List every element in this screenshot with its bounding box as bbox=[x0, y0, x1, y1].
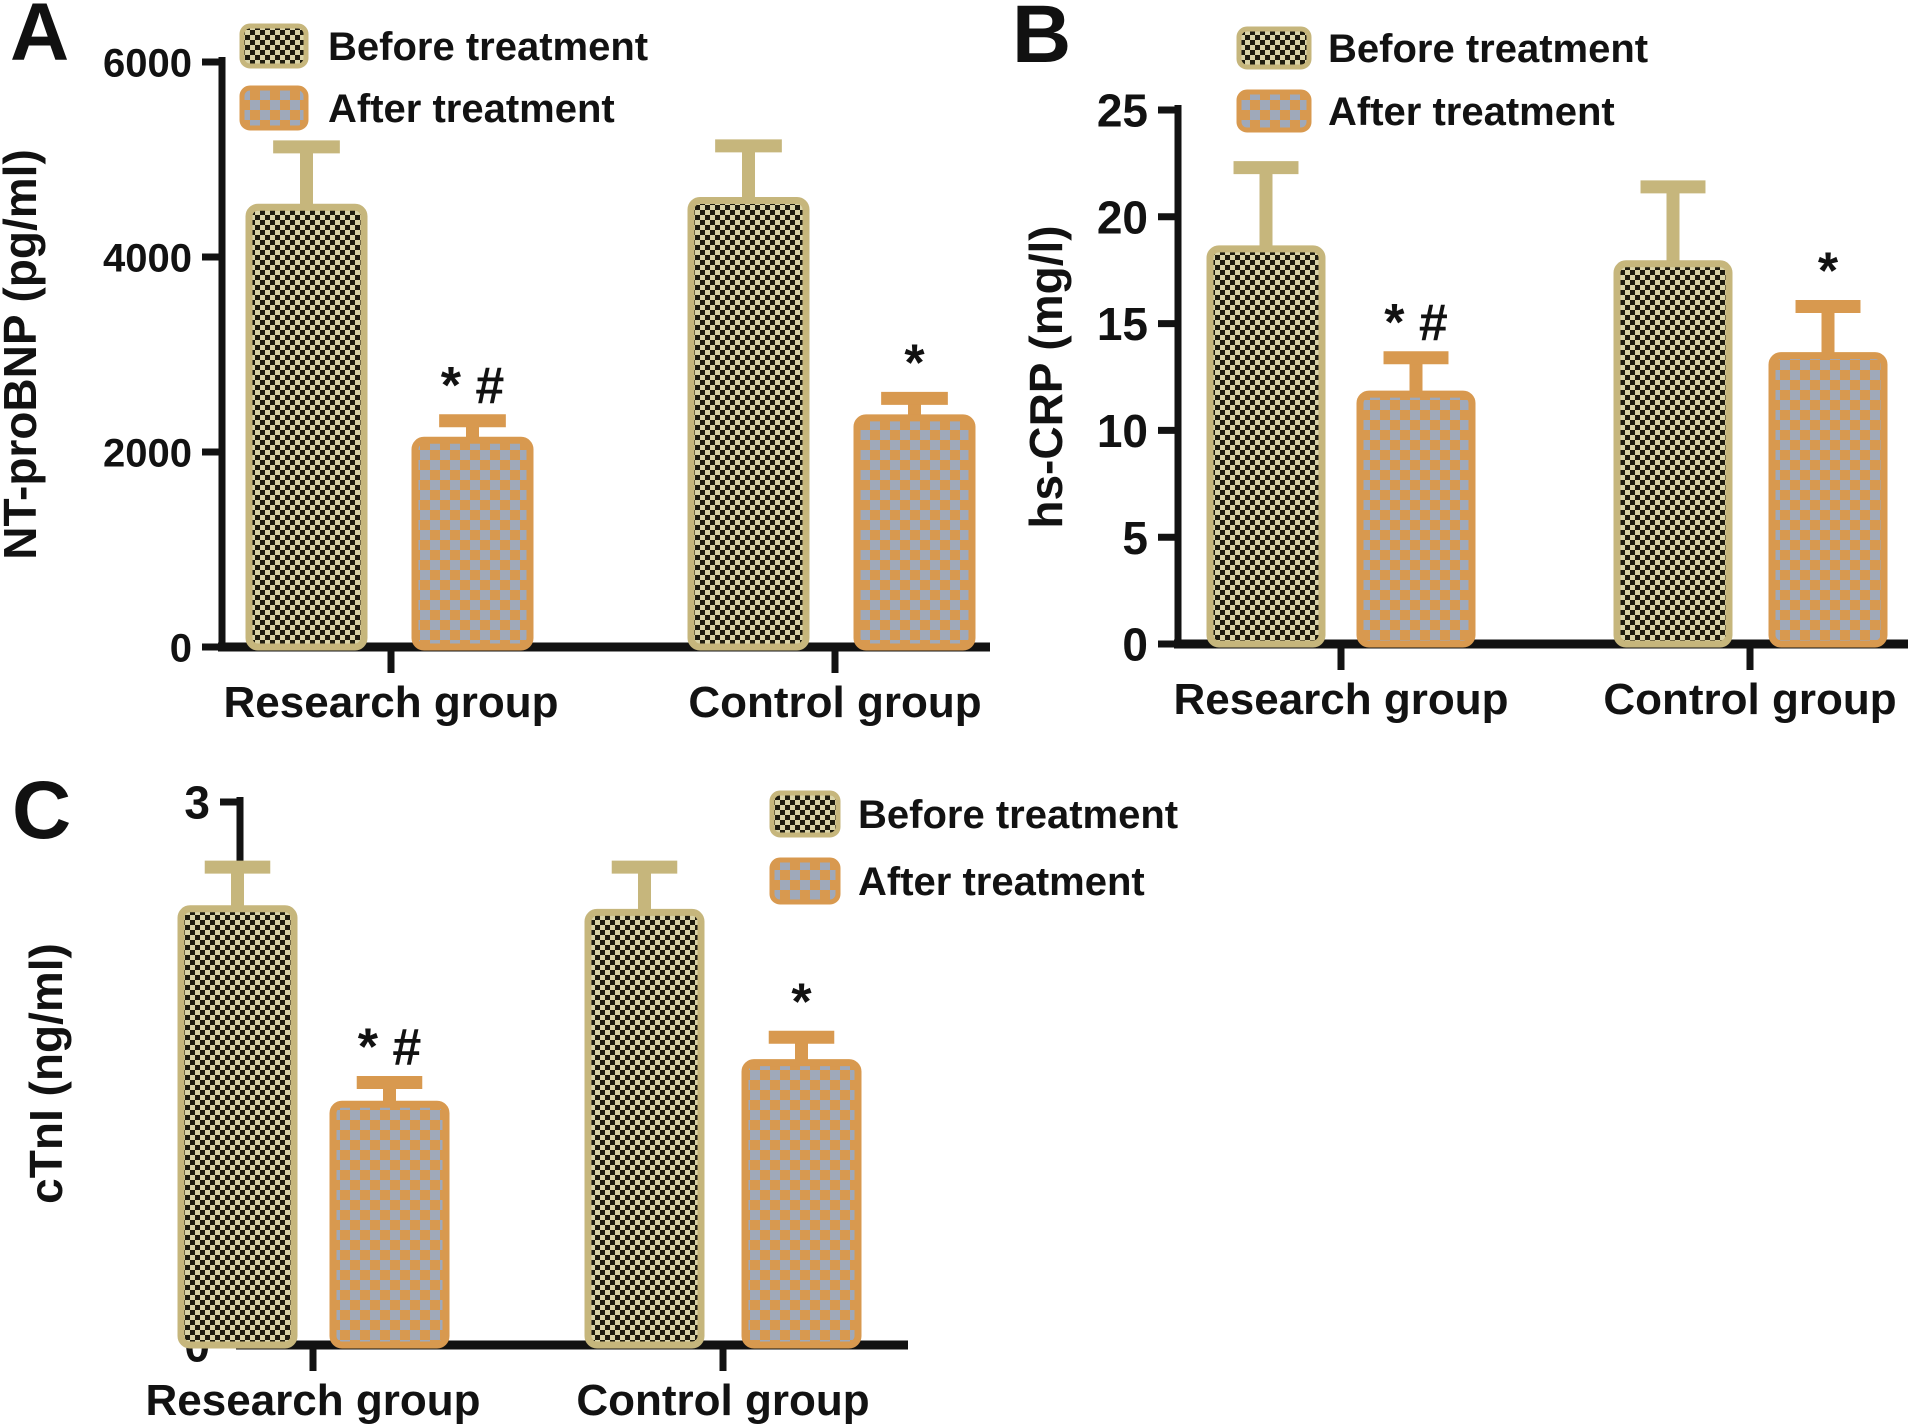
y-tick-label: 0 bbox=[170, 626, 192, 670]
bar-after-control bbox=[853, 414, 976, 651]
bar-before-control bbox=[1613, 260, 1733, 648]
bar-before-research bbox=[177, 905, 298, 1349]
legend-swatch-after bbox=[239, 85, 309, 131]
legend-swatch-before bbox=[769, 790, 841, 838]
x-category-label: Control group bbox=[688, 678, 981, 727]
y-axis-title: cTnI (ng/ml) bbox=[20, 943, 72, 1204]
legend-swatch-after bbox=[1236, 89, 1312, 133]
y-axis-title: NT-proBNP (pg/ml) bbox=[0, 149, 46, 560]
y-tick-label: 15 bbox=[1097, 298, 1148, 350]
bar-before-control bbox=[687, 196, 810, 651]
legend-label-after: After treatment bbox=[1328, 90, 1615, 134]
y-tick-label: 2000 bbox=[103, 431, 192, 475]
chart-panel-a: 0 2000 4000 6000 NT-proBNP (pg/ml) Research g… bbox=[0, 23, 990, 727]
chart-panel-c: 0123cTnI (ng/ml)Research group* #Control… bbox=[20, 777, 1178, 1424]
bar-before-research bbox=[1206, 245, 1326, 648]
y-tick-label: 20 bbox=[1097, 191, 1148, 243]
legend-swatch-after bbox=[769, 857, 841, 905]
legend-label-before: Before treatment bbox=[858, 793, 1178, 837]
x-category-label: Research group bbox=[146, 1376, 481, 1424]
y-axis-title: hs-CRP (mg/l) bbox=[1020, 225, 1072, 528]
legend-label-after: After treatment bbox=[858, 860, 1145, 904]
y-tick-label: 4000 bbox=[103, 236, 192, 280]
x-category-label: Research group bbox=[224, 678, 559, 727]
bar-before-research bbox=[245, 203, 368, 651]
y-tick-label: 10 bbox=[1097, 405, 1148, 457]
legend-swatch-before bbox=[239, 23, 309, 69]
y-tick-label: 0 bbox=[1122, 619, 1148, 671]
bar-after-control bbox=[741, 1059, 862, 1349]
significance-annotation: * bbox=[904, 334, 925, 392]
panel-letter-c: C bbox=[12, 765, 72, 856]
bar-before-control bbox=[584, 908, 705, 1349]
y-tick-label: 3 bbox=[184, 777, 210, 829]
panel-letter-b: B bbox=[1012, 0, 1072, 80]
x-category-label: Research group bbox=[1174, 675, 1509, 724]
bar-after-research bbox=[329, 1100, 450, 1349]
significance-annotation: * # bbox=[441, 357, 505, 415]
y-tick-label: 5 bbox=[1122, 512, 1148, 564]
y-tick-label: 25 bbox=[1097, 85, 1148, 137]
bar-after-control bbox=[1768, 352, 1888, 648]
significance-annotation: * # bbox=[358, 1019, 422, 1077]
y-tick-label: 6000 bbox=[103, 41, 192, 85]
legend-label-before: Before treatment bbox=[328, 25, 648, 69]
significance-annotation: * bbox=[1818, 243, 1839, 301]
significance-annotation: * bbox=[791, 973, 812, 1031]
bar-after-research bbox=[1356, 390, 1476, 648]
legend-swatch-before bbox=[1236, 26, 1312, 70]
significance-annotation: * # bbox=[1384, 294, 1448, 352]
panel-letter-a: A bbox=[10, 0, 70, 78]
legend-label-after: After treatment bbox=[328, 87, 615, 131]
chart-panel-b: 0 5 10 15 20 25 hs-CRP (mg/l) Research group * #… bbox=[1020, 26, 1908, 724]
bar-after-research bbox=[411, 436, 534, 651]
x-category-label: Control group bbox=[1603, 675, 1896, 724]
x-category-label: Control group bbox=[576, 1376, 869, 1424]
legend-label-before: Before treatment bbox=[1328, 27, 1648, 71]
